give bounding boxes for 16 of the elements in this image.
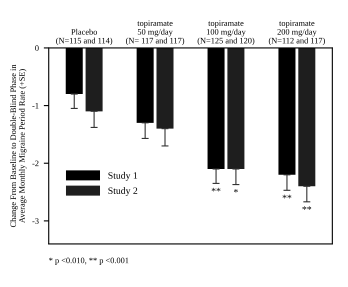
y-tick-label: 0 <box>35 45 39 51</box>
data-label: ** <box>302 206 312 210</box>
data-label: ** <box>282 194 292 198</box>
x-tick-label: topiramate 50 mg/day (N= 117 and 117) <box>126 20 184 46</box>
y-tick-label: -2 <box>32 160 39 166</box>
data-label: * <box>234 188 238 193</box>
x-tick-label: topiramate 100 mg/day (N=125 and 120) <box>198 20 254 46</box>
legend-label: Study 2 <box>108 187 138 196</box>
y-tick-label: -3 <box>32 218 39 224</box>
x-tick-label: topiramate 200 mg/day (N=112 and 117) <box>268 20 325 46</box>
y-axis-title: Change From Baseline to Double-Blind Phase in Average Monthly Migraine Period Rate (+SE) <box>10 64 26 228</box>
data-label: ** <box>212 188 220 192</box>
legend-label: Study 1 <box>108 172 138 181</box>
y-tick-label: -1 <box>32 102 38 108</box>
x-tick-label: Placebo (N=115 and 114) <box>56 28 112 46</box>
text: * p <0.010, ** p <0.001 <box>49 258 128 265</box>
